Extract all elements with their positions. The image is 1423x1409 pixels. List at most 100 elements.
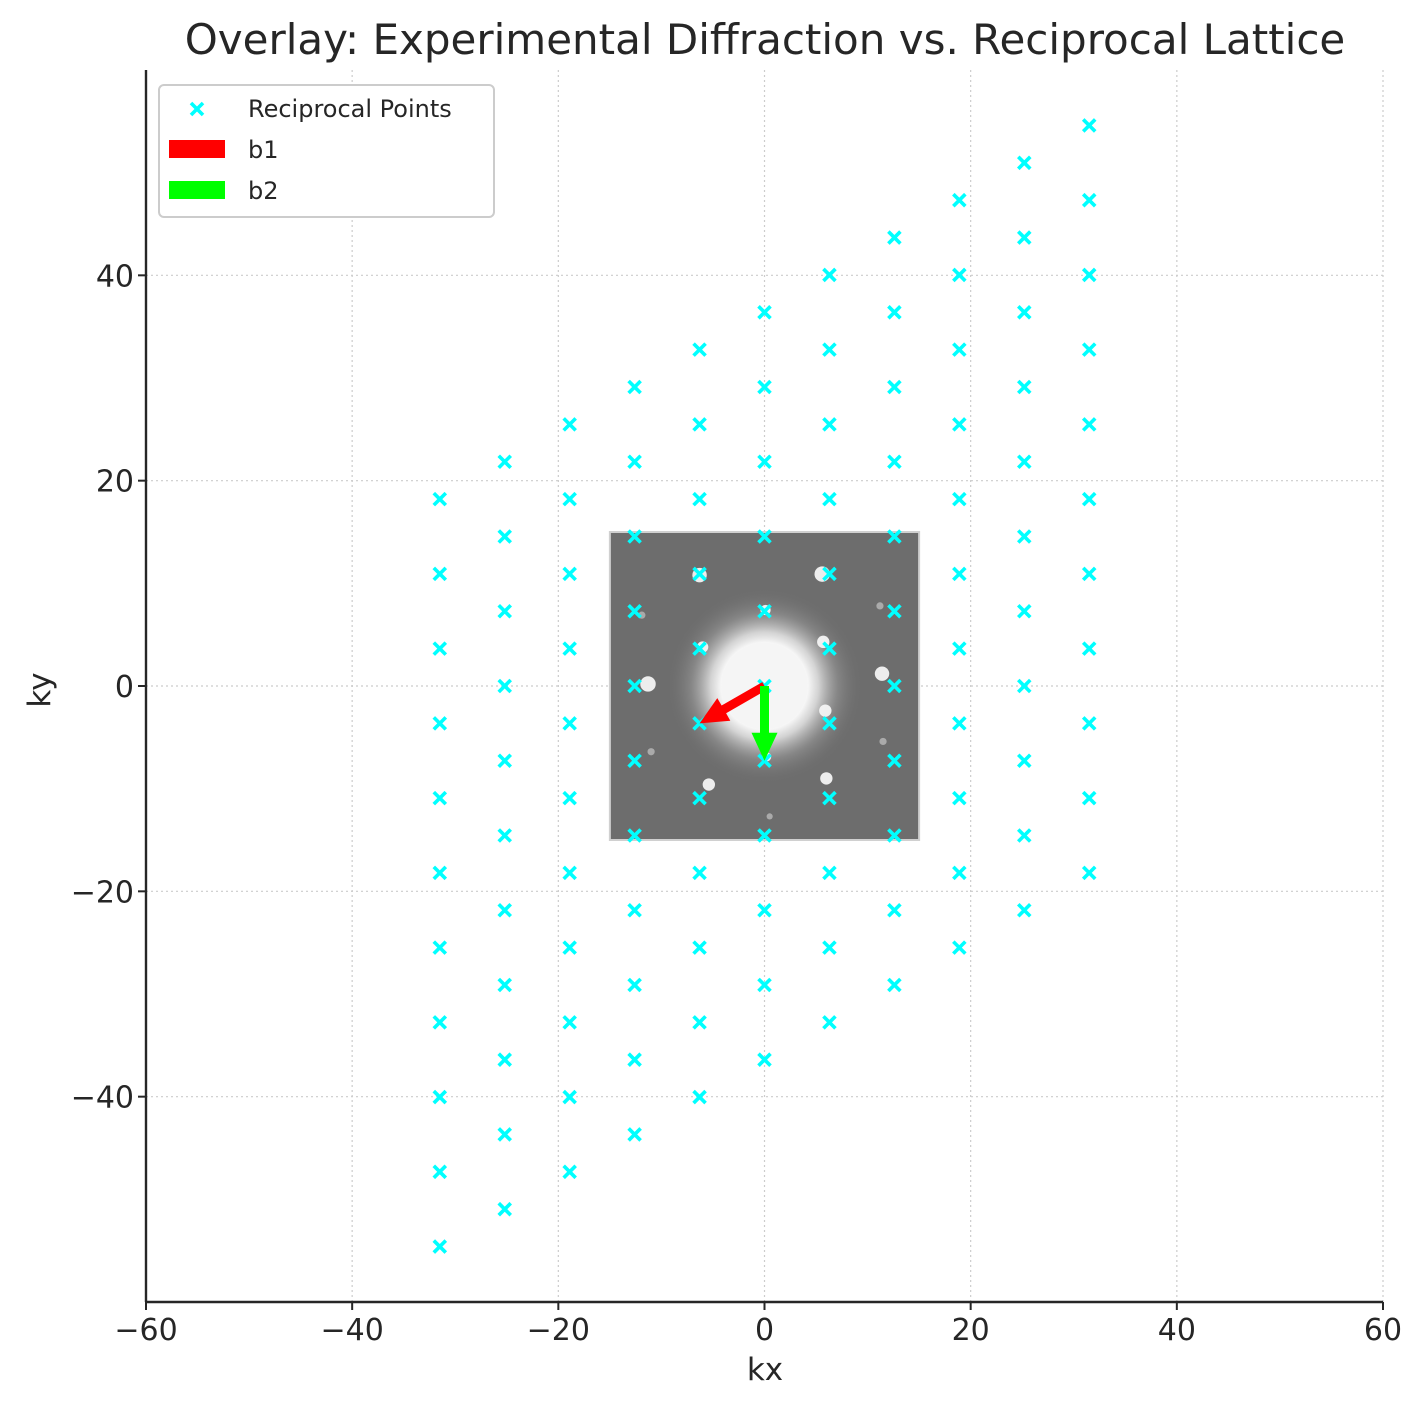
reciprocal-point: [1016, 305, 1032, 320]
reciprocal-point: [692, 342, 707, 357]
diffraction-spot: [820, 772, 833, 785]
reciprocal-point: [822, 940, 837, 955]
legend-marker-b1: [169, 140, 225, 158]
reciprocal-point: [627, 753, 642, 769]
reciprocal-point: [887, 902, 902, 918]
reciprocal-point: [497, 1127, 513, 1142]
reciprocal-point: [497, 529, 513, 544]
legend-frame: [158, 84, 495, 218]
reciprocal-point: [562, 716, 577, 731]
reciprocal-point: [432, 1239, 448, 1254]
reciprocal-point: [627, 529, 642, 544]
reciprocal-point: [1016, 828, 1032, 843]
reciprocal-point: [1081, 491, 1097, 507]
reciprocal-point: [822, 417, 837, 432]
reciprocal-points-series: [432, 118, 1097, 1254]
reciprocal-point: [887, 379, 902, 395]
reciprocal-point: [497, 1052, 513, 1067]
reciprocal-point: [627, 454, 642, 470]
reciprocal-point: [887, 230, 902, 245]
reciprocal-point: [887, 305, 902, 320]
reciprocal-point: [1016, 902, 1032, 918]
y-axis-label: ky: [22, 672, 58, 707]
reciprocal-point: [692, 1089, 707, 1105]
reciprocal-point: [757, 529, 772, 544]
reciprocal-point: [757, 305, 772, 320]
reciprocal-point: [692, 1015, 707, 1030]
y-tick-label: −40: [71, 1081, 134, 1116]
reciprocal-point: [952, 790, 967, 806]
reciprocal-point: [497, 678, 513, 694]
legend-marker-reciprocal-points: [189, 101, 205, 117]
reciprocal-point: [1081, 118, 1097, 133]
chart-title: Overlay: Experimental Diffraction vs. Re…: [185, 15, 1346, 64]
reciprocal-point: [692, 566, 707, 582]
reciprocal-point: [432, 1015, 448, 1030]
reciprocal-point: [952, 566, 967, 582]
reciprocal-point: [887, 828, 902, 843]
reciprocal-point: [822, 716, 837, 731]
reciprocal-point: [952, 940, 967, 955]
reciprocal-point: [627, 977, 642, 993]
reciprocal-point: [822, 1015, 837, 1030]
reciprocal-point: [1016, 603, 1032, 619]
reciprocal-point: [822, 267, 837, 283]
x-tick-label: −40: [321, 1313, 384, 1348]
reciprocal-point: [627, 1127, 642, 1142]
legend-marker-b2: [169, 181, 225, 199]
x-axis-label: kx: [747, 1352, 783, 1388]
y-tick-label: 20: [96, 465, 134, 500]
reciprocal-point: [562, 865, 577, 881]
diffraction-spot: [647, 748, 655, 756]
reciprocal-point: [952, 491, 967, 507]
reciprocal-point: [757, 902, 772, 918]
reciprocal-point: [1081, 641, 1097, 656]
reciprocal-point: [887, 678, 902, 694]
reciprocal-point: [562, 1089, 577, 1105]
reciprocal-point: [757, 379, 772, 395]
reciprocal-point: [562, 566, 577, 582]
reciprocal-point: [562, 491, 577, 507]
reciprocal-point: [692, 641, 707, 656]
reciprocal-point: [432, 1089, 448, 1105]
legend-label-b2: b2: [248, 177, 279, 205]
x-tick-label: 60: [1364, 1313, 1402, 1348]
reciprocal-point: [822, 491, 837, 507]
reciprocal-point: [952, 641, 967, 656]
reciprocal-point: [1016, 379, 1032, 395]
vector-b1: [699, 682, 767, 724]
x-tick-label: 20: [952, 1313, 990, 1348]
reciprocal-point: [432, 940, 448, 955]
reciprocal-point: [822, 342, 837, 357]
reciprocal-point: [757, 828, 772, 843]
reciprocal-point: [562, 790, 577, 806]
reciprocal-point: [497, 753, 513, 769]
diffraction-spot: [879, 737, 887, 746]
reciprocal-point: [757, 1052, 772, 1067]
axes: −60 −40 −20 0 20 40 60 −40 −20 0 20 40: [71, 70, 1402, 1348]
x-tick-label: 40: [1158, 1313, 1196, 1348]
reciprocal-point: [497, 902, 513, 918]
reciprocal-point: [1081, 865, 1097, 881]
grid: [145, 70, 1384, 1302]
reciprocal-point: [757, 603, 772, 619]
reciprocal-point: [887, 529, 902, 544]
reciprocal-point: [562, 641, 577, 656]
reciprocal-point: [692, 790, 707, 806]
reciprocal-point: [1016, 678, 1032, 694]
x-tick-label: 0: [755, 1313, 774, 1348]
reciprocal-point: [1016, 230, 1032, 245]
reciprocal-point: [1081, 716, 1097, 731]
y-tick-label: −20: [71, 875, 134, 910]
reciprocal-point: [887, 753, 902, 769]
reciprocal-point: [757, 977, 772, 993]
reciprocal-point: [1081, 417, 1097, 432]
reciprocal-point: [1081, 790, 1097, 806]
reciprocal-point: [822, 790, 837, 806]
diffraction-spot: [876, 602, 884, 610]
reciprocal-point: [627, 379, 642, 395]
reciprocal-point: [1081, 192, 1097, 208]
reciprocal-point: [952, 865, 967, 881]
reciprocal-point: [432, 491, 448, 507]
